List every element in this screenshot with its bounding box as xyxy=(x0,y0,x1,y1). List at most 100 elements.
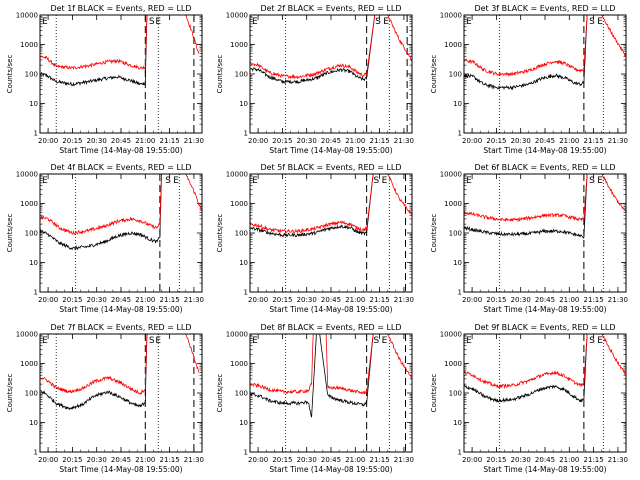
event-marker-label: E xyxy=(597,17,603,27)
x-tick-label: 21:15 xyxy=(370,296,390,304)
y-tick-label: 1000 xyxy=(20,360,38,368)
x-tick-label: 20:45 xyxy=(535,456,555,464)
event-marker-label: E xyxy=(597,336,603,346)
event-marker-label: S xyxy=(589,176,595,186)
panel-title: Det 2f BLACK = Events, RED = LLD xyxy=(260,4,401,13)
plot-area xyxy=(40,15,200,87)
event-marker-label: E xyxy=(252,336,258,346)
event-marker-label: E xyxy=(42,17,48,27)
y-tick-label: 10000 xyxy=(226,171,248,179)
event-marker-label: E xyxy=(466,17,472,27)
plot-frame xyxy=(249,333,413,453)
y-tick-label: 10 xyxy=(239,259,248,267)
y-axis-label: Counts/sec xyxy=(430,374,438,413)
panel-title: Det 6f BLACK = Events, RED = LLD xyxy=(474,163,615,172)
y-tick-label: 1000 xyxy=(230,41,248,49)
y-tick-label: 1 xyxy=(458,289,462,297)
y-tick-label: 1000 xyxy=(444,200,462,208)
x-tick-label: 20:15 xyxy=(62,137,82,145)
x-tick-label: 21:30 xyxy=(394,137,414,145)
y-axis-label: Counts/sec xyxy=(430,214,438,253)
y-axis-label: Counts/sec xyxy=(6,374,14,413)
x-axis-label: Start Time (14-May-08 19:55:00) xyxy=(269,305,392,314)
series-line-events xyxy=(464,334,626,404)
x-tick-label: 20:00 xyxy=(38,296,58,304)
y-tick-label: 1000 xyxy=(444,360,462,368)
y-tick-label: 10 xyxy=(453,100,462,108)
y-tick-label: 10 xyxy=(29,419,38,427)
y-tick-label: 100 xyxy=(235,390,248,398)
x-tick-label: 20:15 xyxy=(272,456,292,464)
x-axis-label: Start Time (14-May-08 19:55:00) xyxy=(269,465,392,474)
series-line-lld xyxy=(40,174,202,235)
event-marker-label: E xyxy=(597,176,603,186)
x-tick-label: 20:45 xyxy=(535,296,555,304)
plot-frame xyxy=(249,173,413,293)
plot-area xyxy=(250,174,412,238)
y-tick-label: 10 xyxy=(29,100,38,108)
x-tick-label: 20:00 xyxy=(462,456,482,464)
y-tick-label: 100 xyxy=(449,71,462,79)
x-tick-label: 21:00 xyxy=(345,137,365,145)
x-tick-label: 20:15 xyxy=(272,137,292,145)
event-marker-label: E xyxy=(382,336,388,346)
x-tick-label: 20:45 xyxy=(321,456,341,464)
y-tick-label: 1 xyxy=(34,449,38,457)
event-marker-label: E xyxy=(466,176,472,186)
plot-frame xyxy=(39,173,203,293)
series-line-lld xyxy=(464,15,626,77)
x-tick-label: 20:15 xyxy=(272,296,292,304)
event-marker-label: S xyxy=(149,336,155,346)
x-tick-label: 21:00 xyxy=(135,137,155,145)
x-tick-label: 21:15 xyxy=(584,137,604,145)
x-tick-label: 21:30 xyxy=(184,296,204,304)
panel-title: Det 8f BLACK = Events, RED = LLD xyxy=(260,323,401,332)
series-line-lld xyxy=(464,174,626,223)
x-tick-label: 20:00 xyxy=(248,456,268,464)
y-tick-label: 1000 xyxy=(230,360,248,368)
y-tick-label: 10000 xyxy=(16,12,38,20)
plot-area xyxy=(40,174,202,251)
series-line-lld xyxy=(40,15,200,71)
plot-area xyxy=(464,334,626,404)
series-line-events xyxy=(250,174,412,238)
y-tick-label: 10000 xyxy=(226,12,248,20)
x-tick-label: 21:30 xyxy=(608,296,628,304)
x-tick-label: 20:30 xyxy=(511,456,531,464)
panel-title: Det 3f BLACK = Events, RED = LLD xyxy=(474,4,615,13)
plot-area xyxy=(250,334,412,418)
x-tick-label: 20:15 xyxy=(486,456,506,464)
y-tick-label: 1 xyxy=(244,130,248,138)
y-tick-label: 1 xyxy=(458,130,462,138)
y-tick-label: 10 xyxy=(453,419,462,427)
series-line-lld xyxy=(250,174,412,234)
y-axis-label: Counts/sec xyxy=(6,214,14,253)
series-line-events xyxy=(464,174,626,239)
x-tick-label: 20:30 xyxy=(87,296,107,304)
x-tick-label: 20:45 xyxy=(535,137,555,145)
x-tick-label: 20:30 xyxy=(87,456,107,464)
series-line-events xyxy=(464,15,626,91)
panel-title: Det 7f BLACK = Events, RED = LLD xyxy=(50,323,191,332)
x-tick-label: 21:30 xyxy=(394,456,414,464)
plot-area xyxy=(464,174,626,239)
y-tick-label: 1 xyxy=(458,449,462,457)
y-axis-label: Counts/sec xyxy=(216,214,224,253)
x-tick-label: 20:30 xyxy=(511,296,531,304)
event-marker-label: S xyxy=(149,17,155,27)
event-marker-label: E xyxy=(155,336,161,346)
x-tick-label: 20:15 xyxy=(486,296,506,304)
x-tick-label: 21:15 xyxy=(160,296,180,304)
y-tick-label: 100 xyxy=(449,390,462,398)
x-tick-label: 20:00 xyxy=(38,456,58,464)
x-axis-label: Start Time (14-May-08 19:55:00) xyxy=(59,146,182,155)
y-tick-label: 10000 xyxy=(226,331,248,339)
y-tick-label: 10000 xyxy=(440,12,462,20)
y-tick-label: 100 xyxy=(449,230,462,238)
event-marker-label: E xyxy=(155,17,161,27)
series-line-events xyxy=(250,15,412,85)
event-marker-label: E xyxy=(382,176,388,186)
series-line-events xyxy=(40,334,199,411)
x-axis-label: Start Time (14-May-08 19:55:00) xyxy=(59,465,182,474)
x-tick-label: 20:45 xyxy=(111,456,131,464)
